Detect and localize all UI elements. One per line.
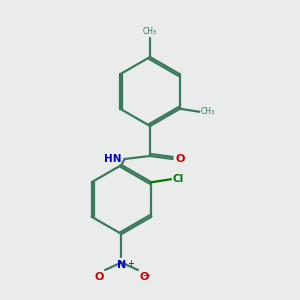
Text: HN: HN	[104, 154, 122, 164]
Text: O: O	[94, 272, 104, 281]
Text: Cl: Cl	[172, 174, 184, 184]
Text: CH₃: CH₃	[201, 107, 215, 116]
Text: N: N	[117, 260, 126, 270]
Text: O: O	[140, 272, 149, 281]
Text: +: +	[127, 259, 134, 268]
Text: CH₃: CH₃	[143, 27, 157, 36]
Text: O: O	[176, 154, 185, 164]
Text: −: −	[143, 271, 152, 281]
